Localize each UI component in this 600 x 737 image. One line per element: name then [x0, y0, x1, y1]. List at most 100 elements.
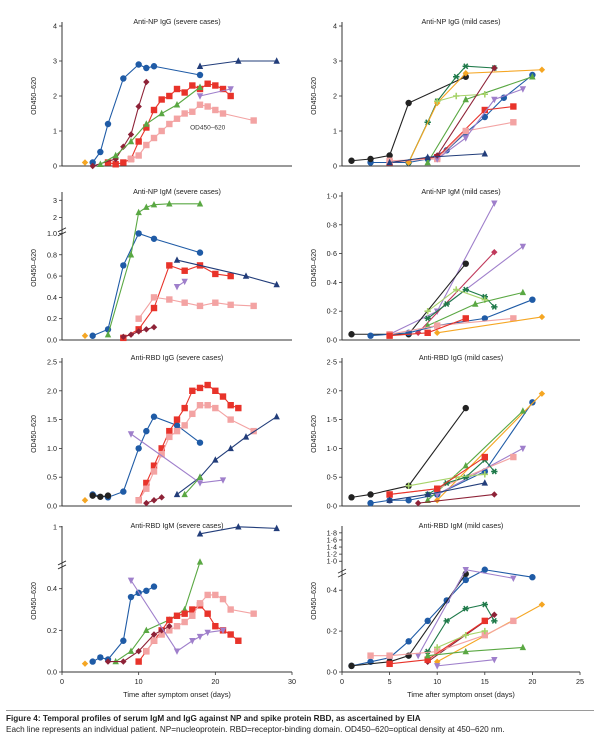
y-tick-label: 0·5 [327, 473, 337, 482]
data-point [462, 315, 469, 322]
data-point [348, 662, 355, 670]
series-line [176, 416, 277, 495]
data-point [472, 300, 479, 307]
caption-divider [6, 710, 594, 711]
y-axis-label: OD450–620 [31, 77, 38, 115]
data-point [250, 117, 257, 124]
data-point [235, 637, 242, 644]
series-patient-5 [89, 78, 150, 170]
data-point [196, 249, 204, 256]
series-patient-8 [81, 660, 89, 667]
data-point [104, 330, 112, 338]
series-line [408, 69, 542, 163]
data-point [434, 329, 441, 336]
data-point [424, 490, 431, 498]
data-point [189, 410, 196, 418]
data-point [97, 160, 104, 167]
x-tick-label: 10 [433, 677, 441, 686]
data-point [150, 583, 158, 590]
data-point [104, 658, 112, 665]
y-tick-label: 0.2 [47, 314, 57, 323]
data-point [273, 57, 280, 64]
data-point [196, 633, 204, 641]
data-point [453, 73, 460, 80]
data-point [173, 648, 181, 655]
series-patient-7 [173, 278, 188, 291]
y-tick-label: 0·0 [327, 668, 337, 677]
chart-np_igg_severe: 0 1 2 3 4 Anti-NP IgG (severe cases) OD450–620… [31, 17, 292, 171]
axis-break-mark [337, 568, 347, 578]
data-point [196, 101, 204, 108]
series-patient-6 [97, 83, 204, 167]
data-point [481, 453, 488, 461]
series-patient-9 [434, 86, 527, 163]
data-point [196, 83, 204, 90]
data-point [166, 616, 173, 624]
data-point [173, 115, 181, 122]
data-point [173, 622, 181, 630]
y-tick-label: 1·5 [327, 415, 337, 424]
data-point [424, 315, 431, 322]
data-point [196, 93, 204, 100]
data-point [204, 610, 211, 617]
series-patient-3 [414, 567, 517, 660]
data-point [405, 99, 412, 107]
data-point [510, 617, 517, 625]
data-point [462, 286, 469, 293]
y-tick-label: 3 [53, 196, 57, 205]
series-patient-4 [424, 601, 498, 655]
data-point [386, 496, 393, 503]
data-point [538, 66, 546, 73]
data-point [462, 135, 469, 142]
data-point [189, 82, 196, 89]
series-line [437, 659, 495, 667]
data-point [348, 331, 355, 338]
data-point [181, 110, 188, 117]
data-point [424, 656, 431, 663]
data-point [424, 329, 431, 336]
series-patient-3 [135, 402, 257, 504]
data-point [491, 468, 498, 475]
y-tick-label: 0.0 [47, 336, 57, 345]
series-patient-6 [434, 91, 488, 105]
series-patient-3 [434, 390, 546, 504]
data-point [367, 499, 374, 507]
data-point [510, 103, 517, 110]
y-axis-label: OD450–620 [31, 415, 38, 453]
series-patient-5 [173, 256, 280, 288]
data-point [491, 491, 498, 498]
chart-np_igg_mild: 0 1 2 3 4 Anti-NP IgG (mild cases) OD450–620 [311, 17, 580, 171]
data-point [212, 456, 219, 463]
data-point [89, 162, 96, 170]
data-point [219, 627, 227, 635]
y-tick-label: 1.0 [47, 229, 57, 238]
chart-rbd_igg_severe: 0.0 0.5 1.0 1.5 2.0 2.5 Anti-RBD IgG (severe c… [31, 353, 292, 511]
series-patient-2 [196, 57, 280, 69]
data-point [143, 64, 150, 72]
data-point [227, 92, 234, 100]
data-point [424, 617, 431, 625]
series-patient-4 [135, 294, 257, 322]
series-line [92, 232, 201, 337]
series-patient-1 [386, 200, 498, 338]
data-point [235, 523, 242, 530]
y-tick-label: 0.6 [47, 272, 57, 281]
data-point [143, 427, 150, 435]
series-patient-8 [386, 119, 517, 164]
series-patient-11 [386, 150, 488, 166]
data-point [196, 302, 204, 310]
data-point [112, 151, 119, 159]
data-point [386, 152, 393, 159]
data-point [112, 155, 119, 163]
data-point [104, 120, 112, 128]
data-point [196, 384, 204, 392]
data-point [158, 627, 165, 634]
caption-body: Each line represents an individual patie… [6, 725, 505, 734]
y-tick-label: 1 [53, 127, 57, 136]
series-line [436, 393, 543, 501]
data-point [219, 595, 227, 603]
data-point [166, 120, 173, 128]
series-patient-9 [89, 492, 112, 500]
y-tick-label: 2.0 [47, 386, 57, 395]
data-point [173, 256, 181, 263]
